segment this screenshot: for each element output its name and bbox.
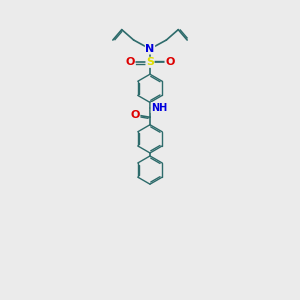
Text: N: N [146,44,154,54]
Text: S: S [146,57,154,67]
Text: O: O [125,57,135,67]
Text: O: O [165,57,175,67]
Text: O: O [130,110,140,120]
Text: NH: NH [151,103,167,112]
